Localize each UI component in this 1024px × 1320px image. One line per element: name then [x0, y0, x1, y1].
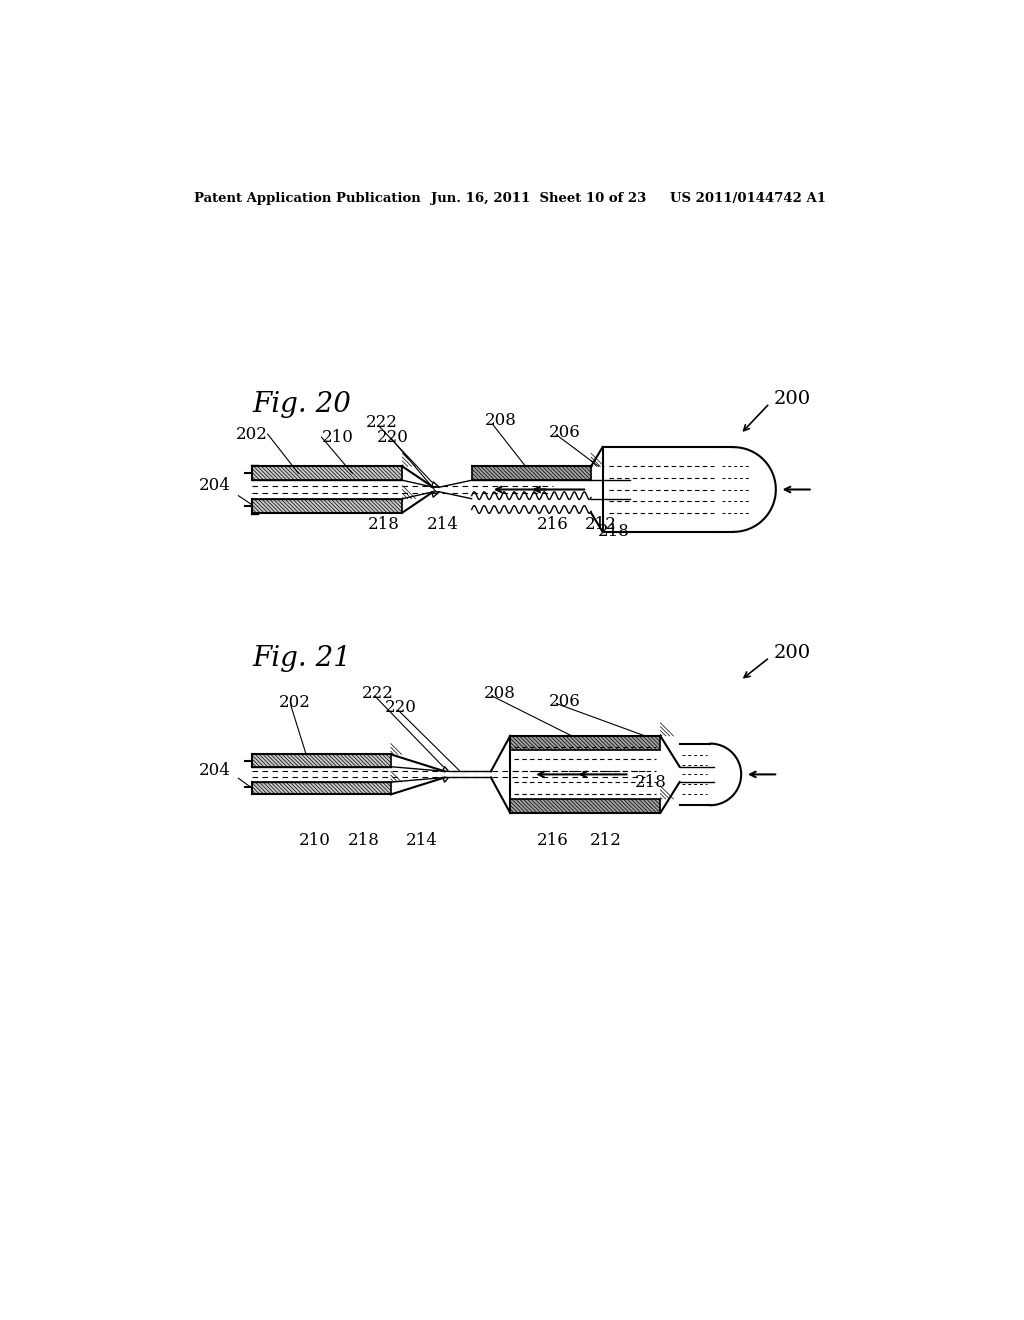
- Text: 220: 220: [377, 429, 409, 446]
- Text: 214: 214: [406, 832, 437, 849]
- Text: 216: 216: [537, 516, 568, 533]
- Text: 220: 220: [385, 698, 417, 715]
- Text: 218: 218: [598, 523, 630, 540]
- Bar: [252, 466, 402, 480]
- Text: US 2011/0144742 A1: US 2011/0144742 A1: [670, 191, 825, 205]
- Text: 218: 218: [348, 832, 380, 849]
- Text: 206: 206: [549, 693, 581, 710]
- Bar: [472, 466, 591, 480]
- Bar: [252, 755, 391, 767]
- Text: 216: 216: [538, 832, 569, 849]
- Text: Jun. 16, 2011  Sheet 10 of 23: Jun. 16, 2011 Sheet 10 of 23: [431, 191, 646, 205]
- Text: 210: 210: [298, 832, 331, 849]
- Text: 204: 204: [199, 477, 230, 494]
- Text: 212: 212: [590, 832, 623, 849]
- Text: 208: 208: [484, 685, 516, 702]
- Text: 202: 202: [280, 694, 311, 711]
- Bar: [510, 799, 660, 813]
- Text: 204: 204: [199, 762, 230, 779]
- Text: 206: 206: [549, 424, 581, 441]
- Text: 200: 200: [773, 644, 811, 661]
- Text: 210: 210: [322, 429, 353, 446]
- Text: 218: 218: [368, 516, 399, 533]
- Bar: [252, 781, 391, 795]
- Bar: [252, 499, 402, 512]
- Text: 222: 222: [361, 685, 393, 702]
- Text: Patent Application Publication: Patent Application Publication: [194, 191, 421, 205]
- Text: 212: 212: [585, 516, 616, 533]
- Text: 222: 222: [366, 414, 397, 432]
- Text: 200: 200: [773, 389, 811, 408]
- Text: 214: 214: [427, 516, 459, 533]
- Text: Fig. 21: Fig. 21: [252, 645, 351, 672]
- Text: 208: 208: [484, 412, 517, 429]
- Text: 202: 202: [236, 425, 267, 442]
- Bar: [510, 737, 660, 750]
- Text: 218: 218: [635, 774, 667, 791]
- Text: Fig. 20: Fig. 20: [252, 391, 351, 418]
